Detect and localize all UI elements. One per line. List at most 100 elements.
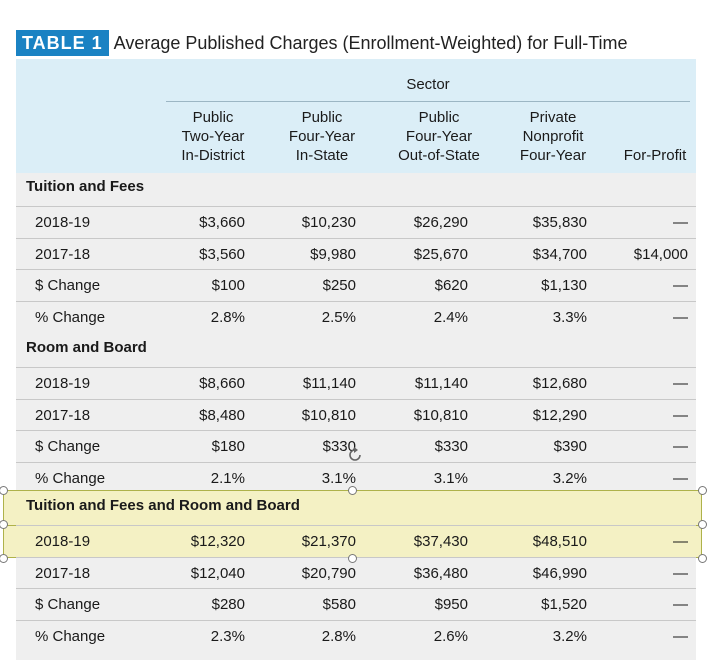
table-cell: —: [673, 596, 688, 613]
row-divider: [16, 301, 696, 302]
table-badge: TABLE 1: [16, 30, 109, 56]
table-cell: $250: [322, 277, 356, 294]
column-header-line: In-State: [295, 147, 349, 164]
row-divider: [16, 269, 696, 270]
table-row: 2017-18 $12,040 $20,790 $36,480 $46,990 —: [16, 558, 696, 589]
resize-handle-middle-left[interactable]: [0, 520, 8, 529]
table-cell: —: [673, 214, 688, 231]
table-cell: —: [673, 407, 688, 424]
table-cell: $390: [553, 438, 587, 455]
table-cell: $34,700: [532, 246, 587, 263]
table-cell: $1,130: [541, 277, 587, 294]
row-label: % Change: [35, 309, 106, 326]
table-row: 2017-18 $8,480 $10,810 $10,810 $12,290 —: [16, 400, 696, 431]
table-cell: —: [673, 277, 688, 294]
row-label: 2018-19: [35, 214, 91, 231]
table-row: 2018-19 $8,660 $11,140 $11,140 $12,680 —: [16, 368, 696, 399]
row-label: $ Change: [35, 438, 101, 455]
table-cell: $3,660: [199, 214, 245, 231]
table-cell: 3.1%: [433, 470, 468, 487]
table-row: $ Change $180 $330 $330 $390 —: [16, 431, 696, 462]
table-cell: $11,140: [302, 375, 356, 392]
table-row: $ Change $280 $580 $950 $1,520 —: [16, 589, 696, 620]
table-cell: $35,830: [532, 214, 587, 231]
table-cell: 3.3%: [552, 309, 587, 326]
resize-handle-top-right[interactable]: [698, 486, 707, 495]
column-header-line: Four-Year: [405, 128, 473, 145]
table-cell: 2.4%: [433, 309, 468, 326]
row-divider: [16, 620, 696, 621]
table-cell: $3,560: [199, 246, 245, 263]
table-cell: 3.2%: [552, 628, 587, 645]
table-cell: $12,680: [532, 375, 587, 392]
table-cell: $280: [211, 596, 245, 613]
table-row: 2018-19 $12,320 $21,370 $37,430 $48,510 —: [16, 526, 696, 557]
row-label: 2018-19: [35, 375, 91, 392]
row-label: $ Change: [35, 277, 101, 294]
section-label: Tuition and Fees and Room and Board: [26, 497, 300, 514]
column-header-line: Four-Year: [288, 128, 356, 145]
column-header-5: For-Profit: [600, 146, 710, 165]
column-header-line: Public: [192, 109, 234, 126]
table-cell: $9,980: [310, 246, 356, 263]
row-label: 2017-18: [35, 407, 91, 424]
table-cell: 3.1%: [321, 470, 356, 487]
section-label: Tuition and Fees: [26, 178, 145, 195]
row-label: % Change: [35, 470, 106, 487]
row-label: $ Change: [35, 596, 101, 613]
row-divider: [16, 462, 696, 463]
table-cell: $180: [211, 438, 245, 455]
table-cell: —: [673, 470, 688, 487]
column-header-3: Public Four-Year Out-of-State: [384, 108, 494, 165]
column-header-1: Public Two-Year In-District: [158, 108, 268, 165]
table-cell: $12,040: [190, 565, 245, 582]
resize-handle-top-middle[interactable]: [348, 486, 357, 495]
table-cell: 2.3%: [210, 628, 245, 645]
row-divider: [16, 430, 696, 431]
sector-divider: [166, 101, 690, 102]
table-cell: —: [673, 375, 688, 392]
table-cell: 2.6%: [433, 628, 468, 645]
rotate-handle-icon[interactable]: [346, 446, 364, 464]
table-cell: —: [673, 533, 688, 550]
resize-handle-middle-right[interactable]: [698, 520, 707, 529]
row-divider: [16, 367, 696, 368]
table-cell: $10,810: [413, 407, 468, 424]
table-cell: $620: [434, 277, 468, 294]
table-cell: $25,670: [413, 246, 468, 263]
row-label: % Change: [35, 628, 106, 645]
resize-handle-bottom-right[interactable]: [698, 554, 707, 563]
table-cell: $1,520: [541, 596, 587, 613]
column-header-2: Public Four-Year In-State: [267, 108, 377, 165]
table-cell: $12,320: [190, 533, 245, 550]
table-cell: $11,140: [414, 375, 468, 392]
table-title: TABLE 1 Average Published Charges (Enrol…: [16, 30, 628, 56]
table-cell: $20,790: [301, 565, 356, 582]
table-cell: $21,370: [301, 533, 356, 550]
row-label: 2017-18: [35, 246, 91, 263]
table-cell: $10,810: [301, 407, 356, 424]
resize-handle-top-left[interactable]: [0, 486, 8, 495]
resize-handle-bottom-middle[interactable]: [348, 554, 357, 563]
table-cell: $14,000: [633, 246, 688, 263]
table-cell: $330: [434, 438, 468, 455]
table-cell: —: [673, 309, 688, 326]
table-cell: $8,660: [199, 375, 245, 392]
column-header-line: Two-Year: [181, 128, 245, 145]
column-header-4: Private Nonprofit Four-Year: [498, 108, 608, 165]
table-cell: $12,290: [532, 407, 587, 424]
row-divider: [16, 206, 696, 207]
table-header-background: [16, 59, 696, 173]
table-row: 2018-19 $3,660 $10,230 $26,290 $35,830 —: [16, 207, 696, 238]
row-label: 2017-18: [35, 565, 91, 582]
column-header-line: Nonprofit: [522, 128, 584, 145]
table-cell: 2.8%: [210, 309, 245, 326]
resize-handle-bottom-left[interactable]: [0, 554, 8, 563]
column-header-line: For-Profit: [623, 147, 687, 164]
table-cell: $330: [322, 438, 356, 455]
table-cell: 3.2%: [552, 470, 587, 487]
column-header-line: Out-of-State: [398, 147, 480, 164]
table-cell: —: [673, 565, 688, 582]
table-cell: 2.1%: [210, 470, 245, 487]
table-row: % Change 2.1% 3.1% 3.1% 3.2% —: [16, 463, 696, 494]
